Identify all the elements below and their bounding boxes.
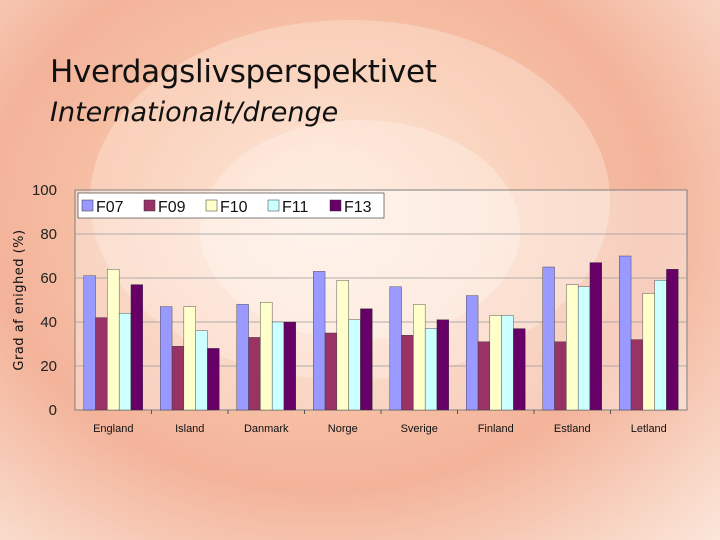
bar-f07-island [160, 306, 173, 411]
x-category-label: Danmark [244, 423, 289, 435]
bar-f11-norge [348, 319, 361, 411]
legend-label-f13: F13 [344, 199, 372, 216]
bars [83, 255, 679, 411]
bar-f09-danmark [248, 337, 261, 411]
bar-f11-island [195, 330, 208, 411]
bar-f10-finland [489, 315, 502, 411]
bar-f13-sverige [436, 319, 449, 411]
bar-f07-sverige [389, 286, 402, 411]
legend-label-f11: F11 [282, 199, 308, 216]
bar-f09-england [95, 317, 108, 411]
bar-f07-england [83, 275, 96, 411]
bar-f10-england [107, 269, 120, 411]
legend-label-f07: F07 [96, 199, 124, 216]
legend-swatch-f10 [205, 199, 218, 212]
slide-title: Hverdagslivsperspektivet [50, 54, 437, 90]
slide-subtitle: Internationalt/drenge [50, 97, 339, 128]
bar-f13-letland [666, 269, 679, 411]
bar-f11-sverige [424, 328, 438, 411]
bar-f13-finland [513, 328, 526, 411]
bar-f09-island [171, 346, 185, 411]
x-category-label: England [93, 423, 133, 435]
bar-f07-estland [542, 266, 555, 411]
bar-f09-finland [477, 341, 491, 411]
legend-swatch-f11 [267, 199, 280, 212]
bar-f10-estland [566, 284, 579, 411]
bar-f10-danmark [260, 302, 273, 411]
bar-f11-england [118, 313, 132, 411]
bar-f09-sverige [401, 335, 414, 411]
bar-f13-norge [360, 308, 373, 411]
bar-f10-letland [642, 293, 655, 411]
y-tick-label: 60 [40, 270, 57, 287]
x-category-label: Letland [631, 423, 667, 435]
bar-f13-england [130, 284, 143, 411]
bar-f11-finland [501, 315, 514, 411]
bar-f07-letland [619, 255, 632, 411]
bar-f11-estland [577, 286, 591, 411]
bar-f09-letland [630, 339, 644, 411]
x-category-label: Estland [554, 423, 591, 435]
x-category-label: Norge [328, 423, 358, 435]
bar-f13-estland [589, 262, 602, 411]
legend-label-f10: F10 [220, 199, 248, 216]
legend: F07 F09 F10 F11 F13 [77, 192, 385, 219]
legend-swatch-f09 [143, 199, 156, 212]
bar-f07-danmark [236, 304, 249, 411]
bar-f10-norge [336, 280, 349, 411]
x-axis-categories: England Island Danmark Norge Sverige Finland E… [93, 410, 667, 435]
bar-f10-sverige [413, 304, 426, 411]
y-tick-label: 40 [40, 314, 57, 331]
bar-f11-danmark [271, 321, 285, 411]
y-tick-label: 100 [32, 182, 57, 199]
legend-label-f09: F09 [158, 199, 186, 216]
y-axis-label: Grad af enighed (%) [12, 229, 27, 370]
bar-f10-island [183, 306, 196, 411]
legend-swatch-f07 [81, 199, 94, 212]
bar-f13-danmark [283, 321, 296, 411]
bar-f07-norge [313, 271, 326, 411]
y-axis-ticks: 0 20 40 60 80 100 [32, 182, 57, 419]
y-tick-label: 0 [49, 402, 57, 419]
legend-swatch-f13 [329, 199, 342, 212]
bar-f09-estland [554, 341, 567, 411]
y-tick-label: 20 [40, 358, 57, 375]
bar-f09-norge [324, 332, 338, 411]
x-category-label: Sverige [401, 423, 438, 435]
x-category-label: Island [175, 423, 204, 435]
x-category-label: Finland [478, 423, 514, 435]
y-tick-label: 80 [40, 226, 57, 243]
bar-f11-letland [654, 280, 667, 411]
bar-f13-island [207, 348, 220, 411]
bar-f07-finland [466, 295, 479, 411]
